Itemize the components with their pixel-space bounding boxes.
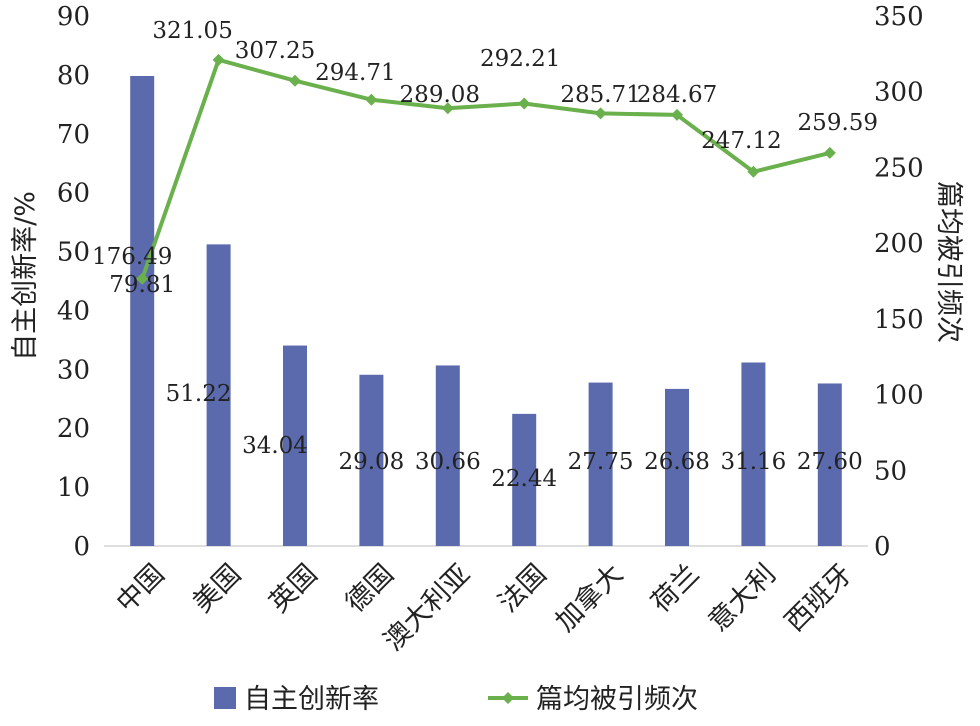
line-data-label: 247.12 — [701, 128, 781, 154]
bar-data-label: 51.22 — [166, 381, 232, 407]
line-point — [518, 97, 531, 110]
line-data-label: 176.49 — [92, 244, 172, 270]
bar — [817, 383, 842, 546]
bar-data-label: 34.04 — [242, 433, 308, 459]
category-label: 中国 — [111, 559, 171, 619]
line-series — [136, 53, 836, 285]
legend-swatch-marker — [502, 692, 514, 704]
line-data-label: 321.05 — [152, 18, 232, 44]
left-axis-ticks: 0 10 20 30 40 50 60 70 80 90 — [57, 2, 90, 562]
right-tick-label: 350 — [874, 2, 924, 32]
left-tick-label: 30 — [57, 355, 90, 385]
line-point — [212, 53, 225, 66]
category-label: 美国 — [187, 559, 247, 619]
line-data-label: 292.21 — [480, 46, 560, 72]
line-data-labels: 176.49 321.05307.25294.71289.08292.21285.… — [92, 18, 878, 270]
bar — [359, 374, 384, 546]
category-label: 澳大利亚 — [378, 559, 476, 657]
right-axis-title: 篇均被引频次 — [933, 181, 964, 343]
category-label: 加拿大 — [550, 559, 629, 638]
right-tick-label: 200 — [874, 229, 924, 259]
bar — [512, 413, 537, 546]
left-axis-title: 自主创新率/% — [10, 191, 41, 361]
line-data-label: 307.25 — [235, 38, 315, 64]
right-axis-ticks: 0 50 100 150 200 250 300 350 — [874, 2, 924, 562]
line-point — [747, 165, 760, 178]
category-label: 英国 — [263, 559, 323, 619]
legend: 自主创新率 篇均被引频次 — [214, 684, 698, 715]
line-data-label: 289.08 — [400, 82, 480, 108]
bar-data-label: 27.60 — [797, 449, 863, 475]
bar — [665, 388, 689, 546]
left-tick-label: 60 — [57, 179, 90, 209]
category-label: 荷兰 — [645, 559, 705, 619]
bar — [130, 76, 155, 546]
right-tick-label: 150 — [874, 305, 924, 335]
line-data-label: 294.71 — [315, 60, 395, 86]
bar — [283, 345, 307, 546]
legend-swatch-bar — [214, 687, 236, 709]
bar-series — [130, 76, 842, 547]
line-point — [441, 102, 454, 115]
category-label: 德国 — [340, 559, 400, 619]
category-label: 西班牙 — [779, 559, 858, 638]
line-point — [365, 93, 378, 106]
bar-data-label: 27.75 — [568, 449, 634, 475]
line-data-label: 259.59 — [798, 110, 878, 136]
legend-label-bar: 自主创新率 — [244, 684, 379, 715]
left-tick-label: 40 — [57, 296, 90, 326]
bar — [206, 244, 231, 547]
line-point — [289, 74, 301, 87]
right-tick-label: 300 — [874, 78, 924, 108]
left-tick-label: 80 — [57, 61, 90, 91]
left-tick-label: 0 — [73, 532, 90, 562]
line-point — [136, 272, 149, 285]
bar-data-label: 22.44 — [491, 466, 557, 492]
bar-data-label: 30.66 — [415, 449, 481, 475]
bar-data-label: 31.16 — [720, 449, 786, 475]
bar-data-label: 26.68 — [644, 449, 710, 475]
left-tick-label: 90 — [57, 2, 90, 32]
left-tick-label: 50 — [57, 238, 90, 268]
left-tick-label: 10 — [57, 473, 90, 503]
right-tick-label: 0 — [874, 532, 891, 562]
line-data-label: 284.67 — [637, 82, 717, 108]
bar-data-label: 79.81 — [109, 272, 175, 298]
bar — [435, 365, 460, 546]
line-data-label: 285.71 — [560, 82, 640, 108]
legend-label-line: 篇均被引频次 — [536, 684, 698, 715]
line-point — [671, 108, 683, 121]
line-path — [140, 57, 831, 280]
bar — [588, 382, 613, 546]
right-tick-label: 50 — [874, 456, 907, 486]
left-tick-label: 70 — [57, 120, 90, 150]
bar-data-labels: 79.81 51.22 34.04 29.08 30.66 22.44 27.75 26.68… — [109, 272, 862, 492]
category-label: 法国 — [493, 559, 553, 619]
category-label: 意大利 — [703, 559, 782, 638]
left-tick-label: 20 — [57, 414, 90, 444]
right-tick-label: 250 — [874, 153, 924, 183]
line-point — [594, 107, 607, 120]
right-tick-label: 100 — [874, 381, 924, 411]
bar-data-label: 29.08 — [338, 449, 404, 475]
line-point — [823, 146, 836, 159]
bar — [741, 362, 766, 546]
